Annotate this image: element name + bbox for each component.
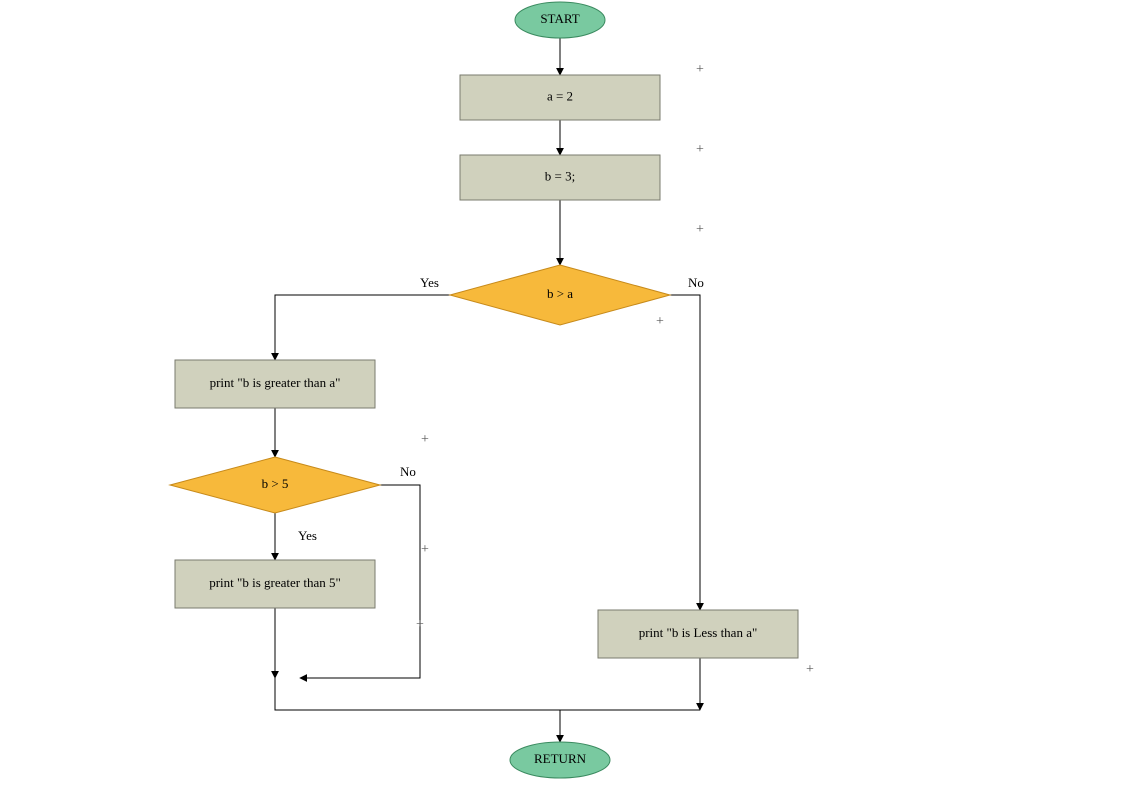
- flowchart-canvas: Yes No Yes No START a = 2 b = 3; b > a print "b …: [0, 0, 1123, 794]
- edge-4: [670, 295, 700, 610]
- node-label-printLA: print "b is Less than a": [639, 625, 758, 640]
- edge-10: [275, 678, 700, 742]
- node-label-dec1: b > a: [547, 286, 573, 301]
- edge-label-3: Yes: [420, 275, 439, 290]
- edge-label-6: Yes: [298, 528, 317, 543]
- node-label-dec2: b > 5: [262, 476, 289, 491]
- node-label-start: START: [540, 11, 579, 26]
- edge-3: [275, 295, 450, 360]
- plus-mark-4: +: [421, 432, 429, 447]
- edge-label-4: No: [688, 275, 704, 290]
- node-label-a2: a = 2: [547, 88, 573, 103]
- plus-mark-1: +: [696, 142, 704, 157]
- plus-mark-5: +: [421, 542, 429, 557]
- plus-mark-3: +: [656, 314, 664, 329]
- plus-mark-6: +: [416, 617, 424, 632]
- plus-mark-2: +: [696, 222, 704, 237]
- edge-label-7: No: [400, 464, 416, 479]
- plus-mark-0: +: [696, 62, 704, 77]
- node-label-printG5: print "b is greater than 5": [209, 575, 341, 590]
- plus-mark-7: +: [806, 662, 814, 677]
- node-label-printGA: print "b is greater than a": [210, 375, 341, 390]
- node-label-b3: b = 3;: [545, 168, 575, 183]
- node-label-return: RETURN: [534, 751, 587, 766]
